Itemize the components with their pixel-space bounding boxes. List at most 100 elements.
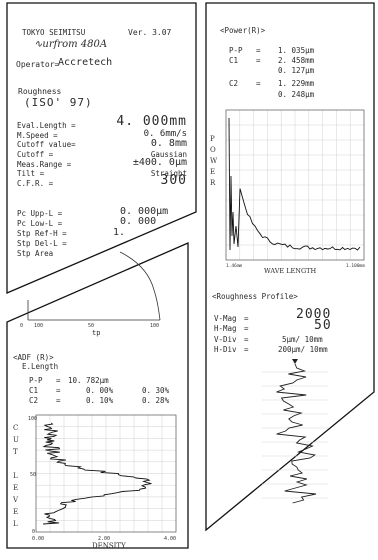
version-text: Ver. 3.07 bbox=[128, 28, 172, 37]
bearing-axis-label: tp bbox=[92, 329, 101, 337]
company-name: TOKYO SEIMITSU bbox=[22, 28, 86, 37]
param-label: Meas.Range = bbox=[17, 160, 72, 169]
e-length-label: E.Length bbox=[22, 362, 59, 371]
param-value: Gaussian bbox=[150, 150, 187, 159]
paper-strip-power-profile bbox=[205, 2, 375, 532]
adf-y-axis-letter: U bbox=[13, 436, 19, 444]
power-row-label: P-P bbox=[229, 46, 243, 55]
mag-value: 50 bbox=[314, 318, 332, 333]
standard-label: (ISO' 97) bbox=[24, 96, 93, 109]
mag-eq: = bbox=[244, 314, 249, 323]
adf-y-tick: 50 bbox=[30, 472, 36, 478]
adf-row-value: 0. 28% bbox=[142, 396, 170, 405]
profile-grid bbox=[262, 371, 328, 499]
mag-eq: = bbox=[244, 335, 249, 344]
param-row: Cutoff value= 0. 8mm bbox=[17, 139, 187, 150]
param-value: 300 bbox=[160, 173, 187, 188]
mag-value: 5μm/ 10mm bbox=[282, 335, 323, 344]
adf-row-eq: = bbox=[56, 386, 61, 395]
paper-strip-adf bbox=[6, 242, 189, 549]
pc-label: Pc Upp-L = bbox=[17, 209, 63, 218]
adf-x-tick: 0.00 bbox=[32, 536, 44, 542]
operator-value: Accretech bbox=[58, 57, 113, 68]
operator-label: Operator= bbox=[16, 60, 60, 69]
power-row-eq: = bbox=[256, 56, 261, 65]
adf-y-tick: 0 bbox=[32, 529, 35, 535]
pc-label: Pc Low-L = bbox=[17, 219, 63, 228]
param-label: Cutoff value= bbox=[17, 140, 76, 149]
pc-label: Stp Del-L = bbox=[17, 239, 67, 248]
param-row: C.F.R. = 300 bbox=[17, 173, 187, 189]
power-x-tick: 1.46mm bbox=[226, 263, 243, 269]
mag-label: V-Mag bbox=[214, 314, 237, 323]
bearing-curve bbox=[119, 251, 161, 321]
adf-row-label: P-P bbox=[29, 376, 43, 385]
power-row-value: 1. 229mm bbox=[278, 79, 315, 88]
power-y-axis-letter: P bbox=[210, 135, 215, 143]
adf-row-value: 0. 00% bbox=[86, 386, 114, 395]
adf-row-value: 0. 10% bbox=[86, 396, 114, 405]
adf-y-axis-letter: C bbox=[13, 424, 19, 432]
adf-y-axis-letter: E bbox=[13, 484, 19, 492]
pc-value: 0. 000 bbox=[120, 216, 157, 227]
adf-frame bbox=[35, 414, 177, 533]
param-value: ±400. 0μm bbox=[132, 157, 187, 168]
pc-value: 0. 000μm bbox=[120, 206, 169, 217]
power-frame bbox=[225, 109, 365, 261]
param-value: Straight bbox=[150, 169, 187, 178]
power-y-axis-letter: R bbox=[210, 179, 216, 187]
param-label: M.Speed = bbox=[17, 131, 58, 140]
param-row: Tilt = Straight bbox=[17, 169, 187, 178]
power-row-label: C2 bbox=[229, 79, 239, 88]
profile-marker-icon bbox=[292, 359, 298, 364]
power-title: <Power(R)> bbox=[220, 26, 266, 35]
mag-label: H-Mag bbox=[214, 324, 237, 333]
bearing-tick-label: 50 bbox=[88, 323, 94, 329]
param-label: Eval.Length = bbox=[17, 121, 76, 130]
adf-row-eq: = bbox=[56, 376, 61, 385]
power-spectrum-curve bbox=[228, 117, 361, 251]
mag-value: 200μm/ 10mm bbox=[278, 345, 328, 354]
adf-row-value: 0. 30% bbox=[142, 386, 170, 395]
power-row-value: 1. 035μm bbox=[278, 46, 315, 55]
power-x-tick: 1.100mm bbox=[346, 263, 365, 269]
adf-y-axis-letter: T bbox=[13, 448, 18, 456]
power-y-axis-letter: E bbox=[210, 168, 216, 176]
roughness-profile-trace bbox=[276, 363, 317, 504]
power-row-label: C1 bbox=[229, 56, 239, 65]
adf-y-tick: 100 bbox=[28, 416, 37, 422]
model-name: ∿urfrom 480A bbox=[34, 39, 108, 50]
adf-row-label: C2 bbox=[29, 396, 39, 405]
param-row: Cutoff = Gaussian bbox=[17, 150, 187, 159]
bearing-tick-label: 0 bbox=[20, 323, 23, 329]
param-label: C.F.R. = bbox=[17, 179, 54, 188]
pc-value: 1. bbox=[113, 227, 126, 238]
pc-label: Stp Area bbox=[17, 249, 54, 258]
adf-y-axis-letter: L bbox=[13, 472, 18, 480]
adf-x-tick: 4.00 bbox=[164, 536, 176, 542]
adf-y-axis-letter: V bbox=[13, 496, 19, 504]
adf-row-value: 10. 782μm bbox=[68, 376, 109, 385]
param-label: Tilt = bbox=[17, 169, 45, 178]
pc-label: Stp Ref-H = bbox=[17, 229, 67, 238]
bearing-tick-label: 100 bbox=[34, 323, 43, 329]
adf-y-axis-letter: E bbox=[13, 508, 19, 516]
power-x-axis-label: WAVE LENGTH bbox=[264, 267, 317, 275]
param-value: 0. 6mm/s bbox=[143, 129, 187, 139]
param-value: 4. 000mm bbox=[116, 114, 187, 129]
power-row-eq: = bbox=[256, 79, 261, 88]
power-grid bbox=[226, 110, 364, 260]
param-label: Cutoff = bbox=[17, 150, 54, 159]
adf-title: <ADF (R)> bbox=[13, 353, 54, 362]
paper-strip-settings bbox=[6, 2, 197, 294]
adf-row-eq: = bbox=[56, 396, 61, 405]
mag-value: 2000 bbox=[296, 307, 332, 322]
adf-x-axis-label: DENSITY bbox=[92, 542, 126, 550]
adf-row-label: C1 bbox=[29, 386, 39, 395]
param-row: M.Speed = 0. 6mm/s bbox=[17, 129, 187, 141]
adf-density-curve bbox=[42, 422, 152, 525]
